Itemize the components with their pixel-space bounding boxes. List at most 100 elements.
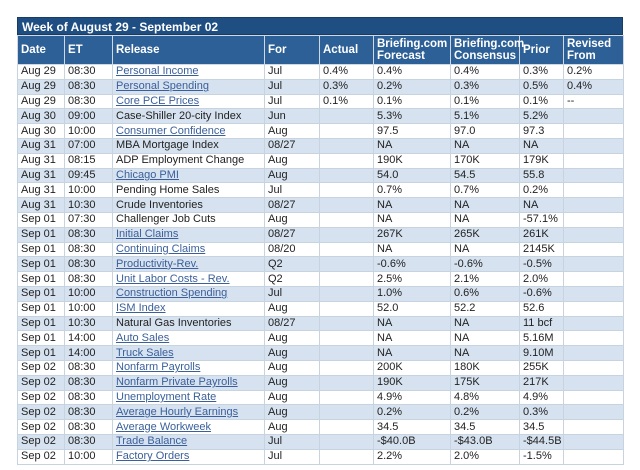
cell-actual: 0.4% (319, 64, 374, 80)
cell-et: 09:45 (64, 167, 113, 184)
cell-revised (563, 211, 624, 228)
cell-prior: -0.5% (519, 256, 564, 273)
cell-et: 08:30 (64, 404, 113, 421)
release-link[interactable]: Core PCE Prices (116, 94, 200, 107)
cell-prior: 0.1% (519, 93, 564, 110)
cell-release: Nonfarm Payrolls (112, 359, 265, 376)
cell-et: 10:00 (64, 182, 113, 199)
cell-et: 09:00 (64, 108, 113, 125)
cell-prior: 5.2% (519, 108, 564, 125)
table-row: Aug 29 08:30 Personal Spending Jul 0.3% 0.2% 0… (17, 78, 624, 95)
cell-prior: 11 bcf (519, 315, 564, 332)
cell-for: Aug (264, 152, 320, 169)
cell-actual (319, 271, 374, 287)
cell-release: Consumer Confidence (112, 123, 265, 139)
cell-prior: 261K (519, 226, 564, 243)
table-row: Sep 02 08:30 Nonfarm Payrolls Aug 200K 180K 25… (17, 359, 624, 376)
cell-date: Sep 01 (17, 315, 65, 332)
release-link[interactable]: Continuing Claims (116, 242, 206, 255)
cell-date: Sep 01 (17, 241, 65, 258)
release-link[interactable]: Unit Labor Costs - Rev. (116, 272, 230, 285)
cell-date: Aug 30 (17, 123, 65, 139)
cell-et: 08:30 (64, 419, 113, 435)
cell-release: Average Hourly Earnings (112, 404, 265, 421)
release-link[interactable]: Chicago PMI (116, 168, 179, 181)
cell-date: Aug 29 (17, 64, 65, 80)
cell-consensus: 0.7% (450, 182, 520, 199)
cell-date: Sep 01 (17, 345, 65, 361)
cell-date: Sep 02 (17, 448, 65, 465)
release-link[interactable]: Nonfarm Private Payrolls (116, 376, 238, 389)
cell-release: Pending Home Sales (112, 182, 265, 199)
cell-release: Core PCE Prices (112, 93, 265, 110)
cell-forecast: -$40.0B (373, 433, 451, 450)
cell-actual (319, 433, 374, 450)
cell-for: Aug (264, 359, 320, 376)
cell-for: Aug (264, 345, 320, 361)
cell-forecast: 5.3% (373, 108, 451, 125)
cell-for: Jun (264, 108, 320, 125)
release-link[interactable]: Construction Spending (116, 287, 228, 300)
cell-consensus: 34.5 (450, 419, 520, 435)
cell-date: Aug 31 (17, 197, 65, 213)
cell-forecast: 52.0 (373, 300, 451, 317)
cell-consensus: NA (450, 197, 520, 213)
cell-et: 14:00 (64, 330, 113, 347)
cell-release: Natural Gas Inventories (112, 315, 265, 332)
cell-actual (319, 389, 374, 406)
cell-for: Aug (264, 167, 320, 184)
release-link[interactable]: Auto Sales (116, 331, 170, 344)
release-link[interactable]: Factory Orders (116, 450, 190, 463)
cell-prior: -1.5% (519, 448, 564, 465)
cell-forecast: 190K (373, 152, 451, 169)
cell-actual (319, 448, 374, 465)
cell-et: 07:00 (64, 137, 113, 154)
cell-date: Aug 31 (17, 152, 65, 169)
cell-revised (563, 359, 624, 376)
cell-consensus: 0.4% (450, 64, 520, 80)
cell-for: Aug (264, 374, 320, 391)
release-link[interactable]: Personal Spending (116, 80, 209, 93)
release-link[interactable]: Truck Sales (116, 346, 174, 359)
table-row: Sep 02 08:30 Nonfarm Private Payrolls Aug 19… (17, 374, 624, 391)
cell-date: Sep 01 (17, 285, 65, 302)
release-link[interactable]: Unemployment Rate (116, 390, 217, 403)
cell-forecast: 200K (373, 359, 451, 376)
cell-actual (319, 137, 374, 154)
cell-actual (319, 167, 374, 184)
cell-revised (563, 197, 624, 213)
release-link[interactable]: Average Hourly Earnings (116, 405, 239, 418)
cell-forecast: NA (373, 315, 451, 332)
cell-forecast: 0.2% (373, 78, 451, 95)
release-link[interactable]: ISM Index (116, 302, 166, 315)
cell-revised (563, 108, 624, 125)
release-link[interactable]: Consumer Confidence (116, 124, 226, 137)
cell-forecast: NA (373, 211, 451, 228)
release-link[interactable]: Productivity-Rev. (116, 257, 199, 270)
cell-consensus: 54.5 (450, 167, 520, 184)
cell-release: ISM Index (112, 300, 265, 317)
cell-release: Nonfarm Private Payrolls (112, 374, 265, 391)
cell-consensus: -0.6% (450, 256, 520, 273)
release-link[interactable]: Initial Claims (116, 228, 179, 241)
cell-actual (319, 374, 374, 391)
table-row: Aug 30 09:00 Case-Shiller 20-city Index Jun… (17, 108, 624, 125)
cell-forecast: 34.5 (373, 419, 451, 435)
release-link[interactable]: Nonfarm Payrolls (116, 361, 201, 374)
release-link[interactable]: Trade Balance (116, 435, 188, 448)
cell-release: Initial Claims (112, 226, 265, 243)
cell-date: Sep 01 (17, 300, 65, 317)
cell-actual (319, 419, 374, 435)
cell-for: 08/27 (264, 137, 320, 154)
release-link[interactable]: Personal Income (116, 65, 199, 78)
release-link[interactable]: Average Workweek (116, 420, 211, 433)
cell-revised (563, 182, 624, 199)
cell-actual: 0.1% (319, 93, 374, 110)
table-row: Aug 31 09:45 Chicago PMI Aug 54.0 54.5 55.8 (17, 167, 624, 184)
cell-prior: 2.0% (519, 271, 564, 287)
cell-prior: 97.3 (519, 123, 564, 139)
cell-forecast: 0.4% (373, 64, 451, 80)
cell-revised (563, 271, 624, 287)
cell-revised (563, 448, 624, 465)
cell-date: Sep 02 (17, 404, 65, 421)
